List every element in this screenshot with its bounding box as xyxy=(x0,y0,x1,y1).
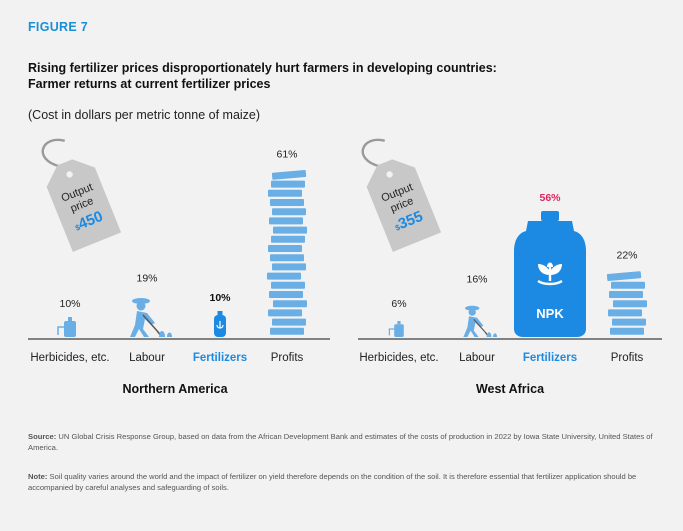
bill-bundle-icon xyxy=(269,291,303,298)
tag-hole-icon xyxy=(386,171,393,178)
data-label: 10% xyxy=(59,298,80,310)
category-label: Labour xyxy=(129,352,165,364)
chart-title-line-2: Farmer returns at current fertilizer pri… xyxy=(28,77,271,91)
bill-bundle-icon xyxy=(610,327,644,335)
plant-icon xyxy=(167,332,172,337)
data-label: 16% xyxy=(466,274,487,286)
data-label: 10% xyxy=(209,292,231,304)
category-label: Fertilizers xyxy=(523,352,577,364)
bill-bundle-icon xyxy=(271,281,305,289)
footnote: Note: Soil quality varies around the wor… xyxy=(28,472,658,493)
herbicide-sprayer-icon xyxy=(388,321,404,337)
bill-bundle-icon xyxy=(271,180,305,188)
note-text: Soil quality varies around the world and… xyxy=(28,472,637,492)
farmer-labour-icon xyxy=(463,305,497,337)
tag-hole-icon xyxy=(66,171,73,178)
price-tag-icon xyxy=(366,159,442,252)
bill-bundle-icon xyxy=(270,327,304,335)
figure-label: FIGURE 7 xyxy=(28,20,89,34)
plant-icon xyxy=(159,331,165,337)
bill-bundle-icon xyxy=(613,300,647,308)
bill-bundle-icon xyxy=(267,272,301,280)
hoe-icon xyxy=(142,314,160,334)
category-label: Herbicides, etc. xyxy=(359,352,438,364)
bill-bundle-icon xyxy=(271,170,307,180)
chart-title: Rising fertilizer prices disproportionat… xyxy=(28,60,648,92)
tag-string-icon xyxy=(361,138,386,168)
category-label: Profits xyxy=(611,352,644,364)
output-price-currency: $ xyxy=(74,223,82,233)
bill-bundle-icon xyxy=(268,245,302,252)
bill-bundle-icon xyxy=(273,226,307,234)
bill-bundle-icon xyxy=(270,199,304,206)
profit-stack-icon xyxy=(267,170,307,335)
bill-bundle-icon xyxy=(268,189,302,197)
profit-stack-icon xyxy=(606,271,647,335)
leaf-icon xyxy=(537,262,563,286)
bill-bundle-icon xyxy=(609,291,643,298)
bill-bundle-icon xyxy=(612,318,646,326)
output-price-currency: $ xyxy=(394,223,402,233)
bill-bundle-icon xyxy=(272,318,306,326)
category-label: Labour xyxy=(459,352,495,364)
source-label: Source: xyxy=(28,432,57,441)
farmer-labour-icon xyxy=(130,298,172,337)
hat-icon xyxy=(465,305,480,311)
plant-icon xyxy=(493,333,497,337)
data-label: 19% xyxy=(136,272,157,284)
note-label: Note: xyxy=(28,472,48,481)
price-tag-icon xyxy=(46,159,122,252)
bill-bundle-icon xyxy=(611,281,645,289)
fertilizer-bottle-icon: NPK xyxy=(514,211,586,337)
category-label: Profits xyxy=(271,352,304,364)
bill-bundle-icon xyxy=(272,263,306,271)
tag-string-icon xyxy=(41,138,66,168)
fertilizer-bottle-icon xyxy=(214,311,226,337)
bill-bundle-icon xyxy=(606,271,642,281)
data-label: 6% xyxy=(391,298,406,310)
hoe-icon xyxy=(473,319,488,335)
chart-subtitle: (Cost in dollars per metric tonne of mai… xyxy=(28,108,261,122)
region-label: Northern America xyxy=(122,382,228,396)
bill-bundle-icon xyxy=(269,217,303,225)
chart-title-line-1: Rising fertilizer prices disproportionat… xyxy=(28,61,497,75)
leaf-icon xyxy=(216,321,224,329)
source-note: Source: UN Global Crisis Response Group,… xyxy=(28,432,658,453)
plant-icon xyxy=(486,332,492,337)
hat-icon xyxy=(132,298,150,304)
herbicide-sprayer-icon xyxy=(57,317,76,337)
bill-bundle-icon xyxy=(270,254,304,262)
bill-bundle-icon xyxy=(271,235,305,243)
region-label: West Africa xyxy=(476,382,545,396)
bill-bundle-icon xyxy=(272,208,306,216)
bill-bundle-icon xyxy=(608,309,642,317)
fertilizer-bottle-label: NPK xyxy=(536,306,564,321)
category-label: Fertilizers xyxy=(193,352,247,364)
bill-bundle-icon xyxy=(273,300,307,308)
bill-bundle-icon xyxy=(268,309,302,317)
category-label: Herbicides, etc. xyxy=(30,352,109,364)
source-text: UN Global Crisis Response Group, based o… xyxy=(28,432,653,452)
data-label: 22% xyxy=(616,250,637,262)
data-label: 61% xyxy=(276,148,297,160)
data-label: 56% xyxy=(539,192,561,204)
